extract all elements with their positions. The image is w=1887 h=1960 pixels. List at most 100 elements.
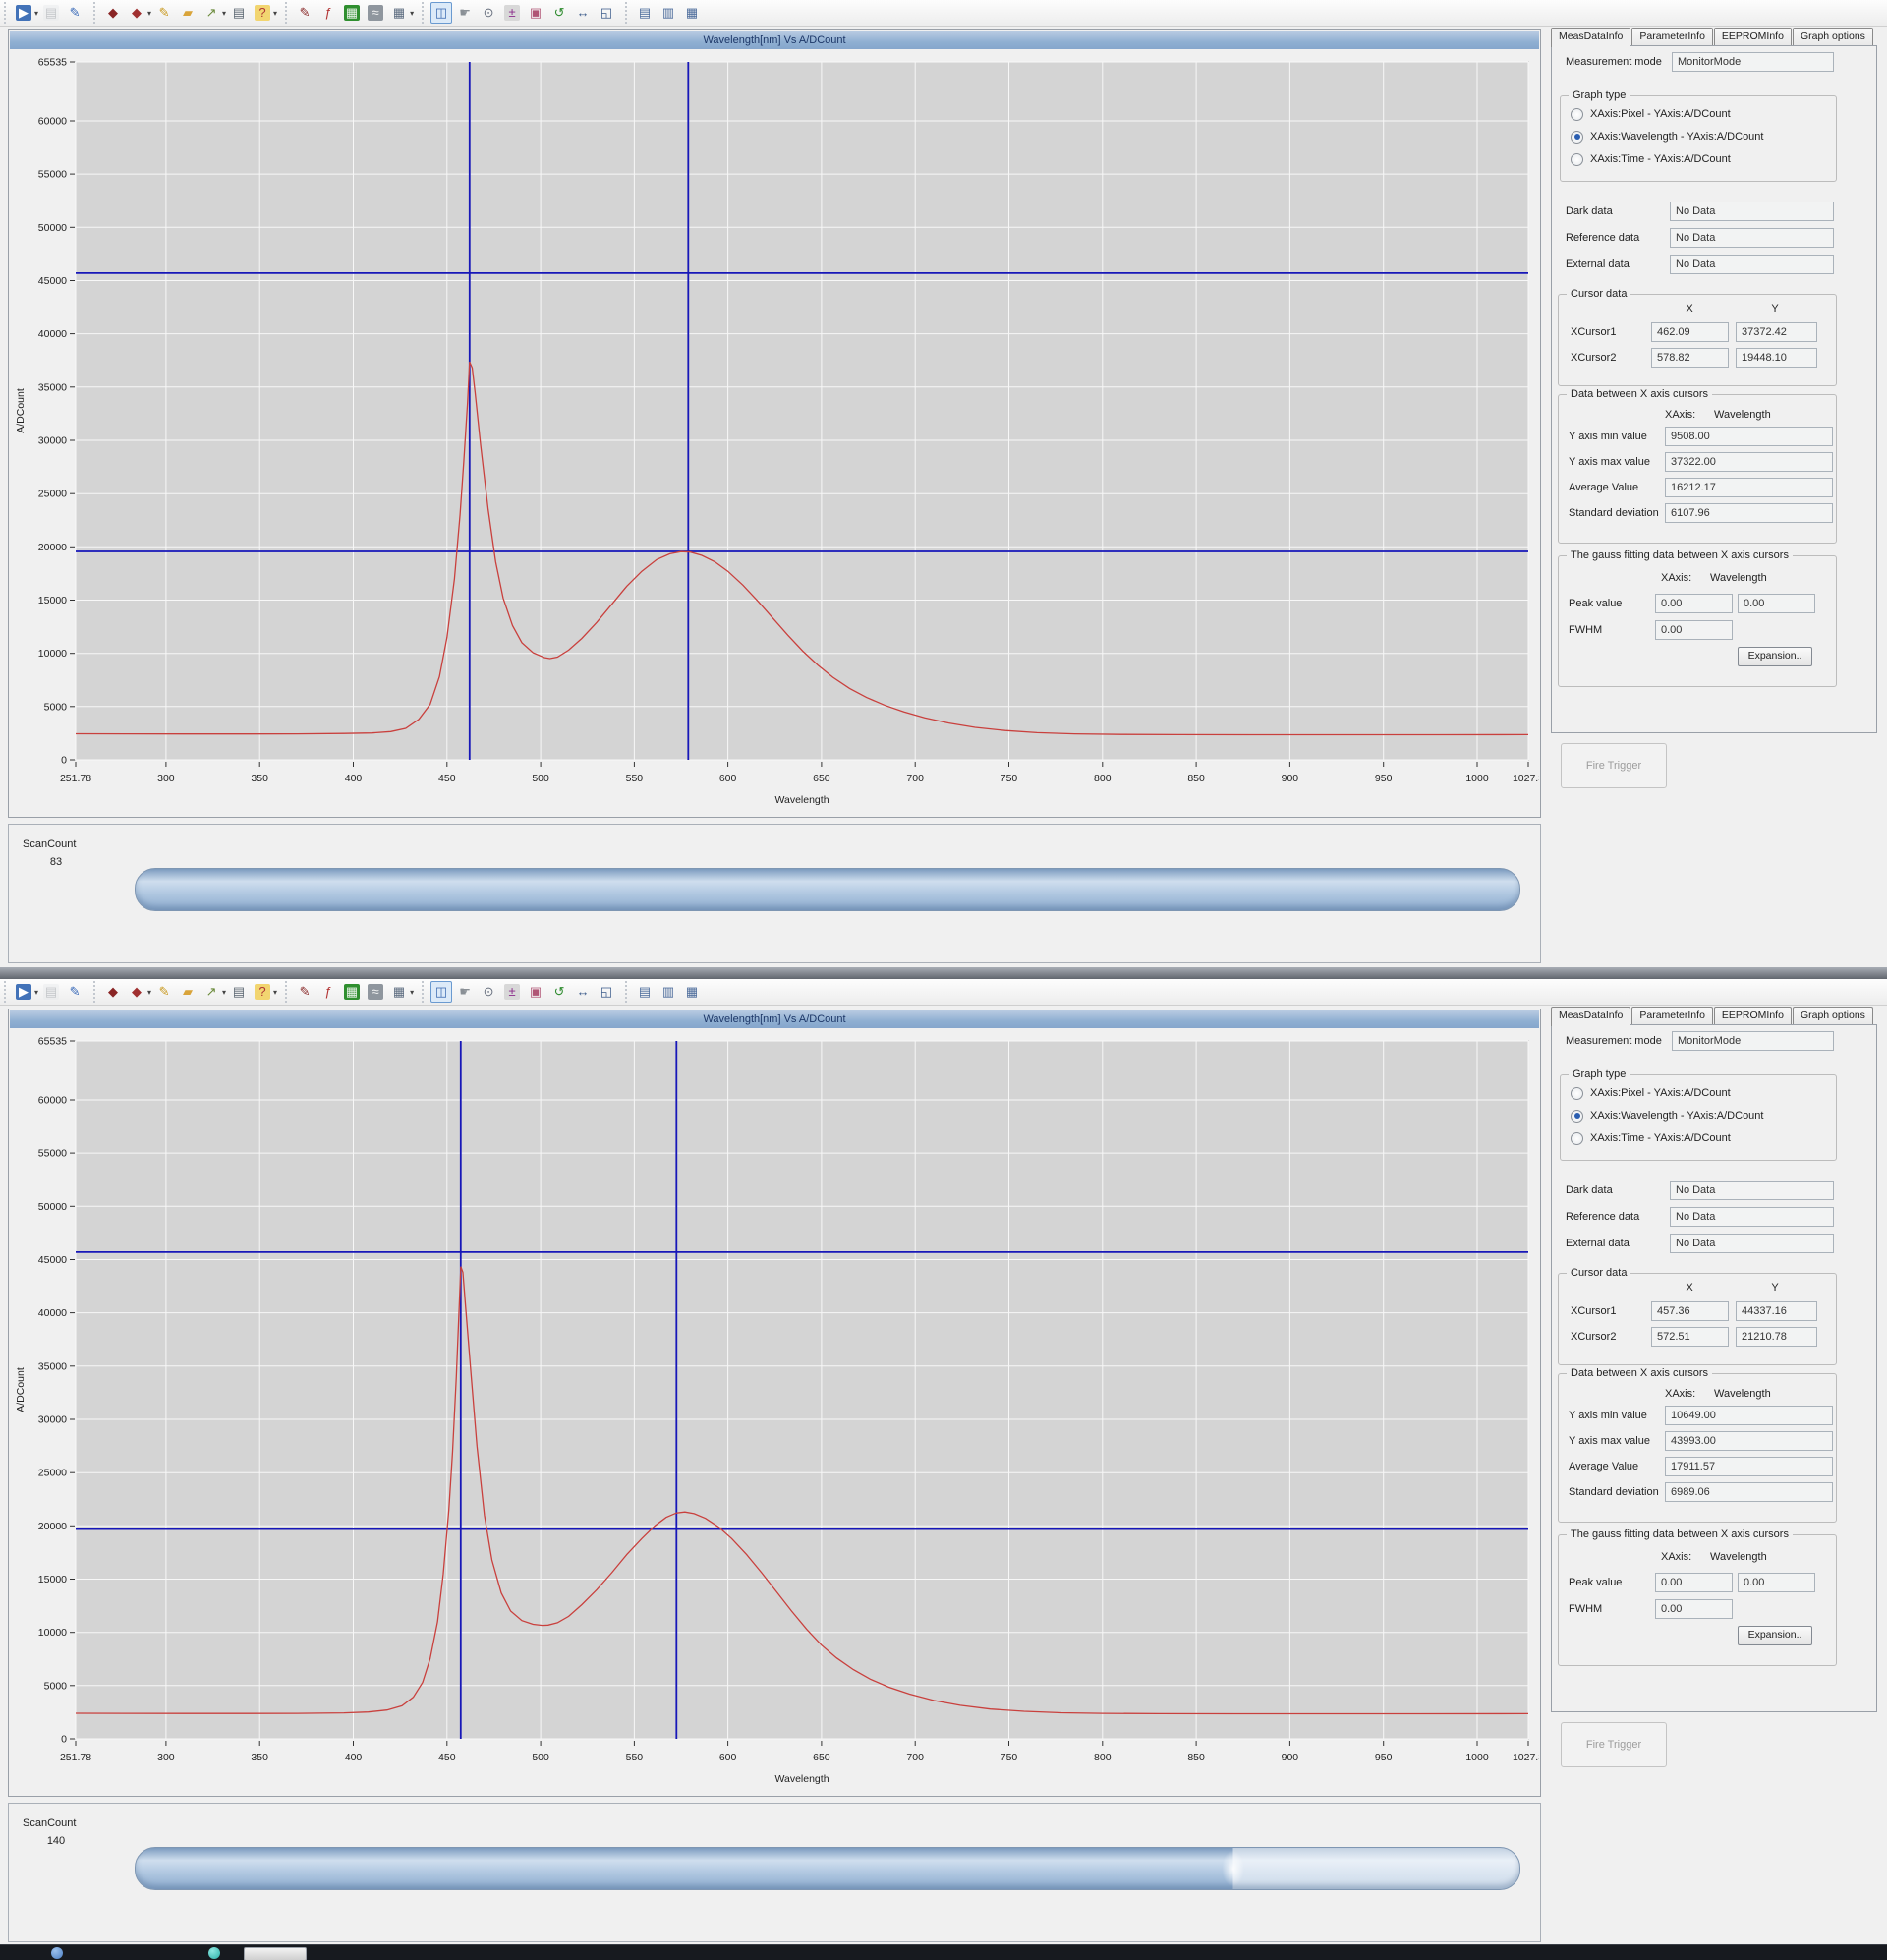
fit-width-icon[interactable]: ↔ [576, 5, 590, 20]
pan-icon[interactable]: ☛ [459, 5, 471, 20]
tab-measdatainfo[interactable]: MeasDataInfo [1551, 1007, 1631, 1026]
expansion-button[interactable]: Expansion.. [1738, 647, 1812, 666]
run-dropdown-icon[interactable]: ▾ [34, 8, 39, 18]
help-dropdown-icon[interactable]: ▾ [273, 8, 278, 18]
fire-trigger-button[interactable]: Fire Trigger [1561, 743, 1667, 788]
radio-icon[interactable] [1571, 107, 1583, 121]
spectrum-chart[interactable]: 251.78 300 350 400 450 500 550 600 650 700 750 800 8… [10, 1029, 1544, 1796]
tile-windows-icon[interactable]: ▤ [638, 5, 652, 20]
formula-icon[interactable]: ƒ [324, 984, 332, 999]
pan-icon[interactable]: ☛ [459, 984, 471, 999]
undo-zoom-icon[interactable]: ↺ [553, 5, 565, 20]
spectrum-view-icon[interactable]: ▦ [344, 984, 361, 1000]
xcursor2-x-field[interactable]: 572.51 [1651, 1327, 1729, 1347]
run-icon[interactable]: ▶ [13, 2, 34, 24]
reference-data-field[interactable]: No Data [1670, 228, 1834, 248]
fit-width-icon[interactable]: ↔ [576, 984, 590, 999]
region-zoom-icon[interactable]: ▣ [529, 5, 543, 20]
active-app-taskbar-button[interactable] [244, 1947, 307, 1960]
xcursor1-y-field[interactable]: 37372.42 [1736, 322, 1817, 342]
peak-value-field-1[interactable]: 0.00 [1655, 594, 1733, 613]
xcursor1-x-field[interactable]: 462.09 [1651, 322, 1729, 342]
tab-eeprominfo[interactable]: EEPROMInfo [1713, 1007, 1792, 1025]
fire-trigger-button[interactable]: Fire Trigger [1561, 1722, 1667, 1767]
zoom-icon[interactable]: ⊙ [483, 984, 494, 999]
report-icon[interactable]: ▤ [43, 5, 60, 21]
tab-measdatainfo[interactable]: MeasDataInfo [1551, 28, 1631, 47]
tile-windows-icon[interactable]: ▤ [638, 984, 652, 999]
spectrum-chart[interactable]: 251.78 300 350 400 450 500 550 600 650 700 750 800 8… [10, 50, 1544, 817]
dark-data-field[interactable]: No Data [1670, 202, 1834, 221]
average-value-field[interactable]: 16212.17 [1665, 478, 1833, 497]
export-icon[interactable]: ↗ [205, 5, 217, 20]
cascade-windows-icon[interactable]: ▥ [661, 5, 675, 20]
peak-value-field-2[interactable]: 0.00 [1738, 1573, 1815, 1592]
yaxis-min-field[interactable]: 9508.00 [1665, 427, 1833, 446]
dark-data-field[interactable]: No Data [1670, 1181, 1834, 1200]
external-data-field[interactable]: No Data [1670, 255, 1834, 274]
formula-icon[interactable]: ƒ [324, 5, 332, 20]
connect-icon[interactable]: ◆ [132, 984, 143, 999]
zoom-icon[interactable]: ⊙ [483, 5, 494, 20]
std-deviation-field[interactable]: 6107.96 [1665, 503, 1833, 523]
export-icon[interactable]: ↗ [205, 984, 217, 999]
edit-settings-icon[interactable]: ✎ [69, 984, 81, 999]
split-view-icon[interactable]: ◫ [430, 981, 453, 1003]
spectrum-view-icon[interactable]: ▦ [344, 5, 361, 21]
export-dropdown-icon[interactable]: ▾ [222, 8, 227, 18]
fit-page-icon[interactable]: ◱ [600, 5, 613, 20]
xcursor2-x-field[interactable]: 578.82 [1651, 348, 1729, 368]
peak-value-field-1[interactable]: 0.00 [1655, 1573, 1733, 1592]
average-value-field[interactable]: 17911.57 [1665, 1457, 1833, 1476]
export-dropdown-icon[interactable]: ▾ [222, 987, 227, 997]
help-dropdown-icon[interactable]: ▾ [273, 987, 278, 997]
graph-type-option-time[interactable]: XAxis:Time - YAxis:A/DCount [1571, 151, 1731, 167]
xcursor1-x-field[interactable]: 457.36 [1651, 1301, 1729, 1321]
xcursor2-y-field[interactable]: 21210.78 [1736, 1327, 1817, 1347]
disconnect-icon[interactable]: ◆ [108, 984, 119, 999]
print-icon[interactable]: ▤ [232, 5, 246, 20]
open-file-icon[interactable]: ▰ [183, 5, 194, 20]
xcursor1-y-field[interactable]: 44337.16 [1736, 1301, 1817, 1321]
region-zoom-icon[interactable]: ▣ [529, 984, 543, 999]
fwhm-field[interactable]: 0.00 [1655, 1599, 1733, 1619]
connect-dropdown-icon[interactable]: ▾ [147, 987, 152, 997]
edit-settings-icon[interactable]: ✎ [69, 5, 81, 20]
xcursor2-y-field[interactable]: 19448.10 [1736, 348, 1817, 368]
waveform-view-icon[interactable]: ≈ [365, 2, 386, 24]
tab-parameterinfo[interactable]: ParameterInfo [1631, 1007, 1713, 1025]
data-table-icon[interactable]: ▦ [685, 5, 699, 20]
graph-type-option-pixel[interactable]: XAxis:Pixel - YAxis:A/DCount [1571, 1085, 1731, 1101]
cascade-windows-icon[interactable]: ▥ [661, 984, 675, 999]
split-view-icon[interactable]: ◫ [430, 2, 453, 24]
radio-icon[interactable] [1571, 1109, 1583, 1123]
yaxis-max-field[interactable]: 37322.00 [1665, 452, 1833, 472]
tab-parameterinfo[interactable]: ParameterInfo [1631, 28, 1713, 46]
start-orb-icon[interactable] [51, 1947, 63, 1959]
run-dropdown-icon[interactable]: ▾ [34, 987, 39, 997]
std-deviation-field[interactable]: 6989.06 [1665, 1482, 1833, 1502]
run-icon[interactable]: ▶ [13, 981, 34, 1003]
capture-dropdown-icon[interactable]: ▾ [410, 8, 415, 18]
capture-dropdown-icon[interactable]: ▾ [410, 987, 415, 997]
yaxis-max-field[interactable]: 43993.00 [1665, 1431, 1833, 1451]
fit-page-icon[interactable]: ◱ [600, 984, 613, 999]
help-icon[interactable]: ? [252, 2, 273, 24]
external-data-field[interactable]: No Data [1670, 1234, 1834, 1253]
print-icon[interactable]: ▤ [232, 984, 246, 999]
graph-type-option-wavelength[interactable]: XAxis:Wavelength - YAxis:A/DCount [1571, 129, 1763, 144]
graph-type-option-pixel[interactable]: XAxis:Pixel - YAxis:A/DCount [1571, 106, 1731, 122]
graph-type-option-time[interactable]: XAxis:Time - YAxis:A/DCount [1571, 1130, 1731, 1146]
zoom-mode-icon[interactable]: ± [501, 981, 523, 1003]
fwhm-field[interactable]: 0.00 [1655, 620, 1733, 640]
radio-icon[interactable] [1571, 130, 1583, 144]
radio-icon[interactable] [1571, 1131, 1583, 1145]
graph-type-option-wavelength[interactable]: XAxis:Wavelength - YAxis:A/DCount [1571, 1108, 1763, 1124]
calibrate-icon[interactable]: ✎ [158, 984, 170, 999]
connect-dropdown-icon[interactable]: ▾ [147, 8, 152, 18]
tab-eeprominfo[interactable]: EEPROMInfo [1713, 28, 1792, 46]
annotate-icon[interactable]: ✎ [299, 984, 311, 999]
calibrate-icon[interactable]: ✎ [158, 5, 170, 20]
report-icon[interactable]: ▤ [43, 984, 60, 1000]
reference-data-field[interactable]: No Data [1670, 1207, 1834, 1227]
